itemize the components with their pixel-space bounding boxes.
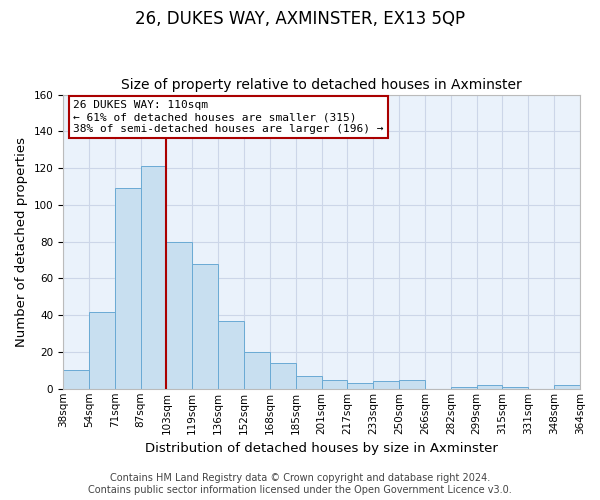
Bar bbox=[140, 166, 166, 389]
Bar bbox=[296, 376, 322, 389]
Bar bbox=[244, 352, 270, 389]
Y-axis label: Number of detached properties: Number of detached properties bbox=[15, 136, 28, 346]
Bar bbox=[373, 382, 399, 389]
X-axis label: Distribution of detached houses by size in Axminster: Distribution of detached houses by size … bbox=[145, 442, 498, 455]
Text: 26 DUKES WAY: 110sqm
← 61% of detached houses are smaller (315)
38% of semi-deta: 26 DUKES WAY: 110sqm ← 61% of detached h… bbox=[73, 100, 384, 134]
Bar bbox=[63, 370, 89, 389]
Bar bbox=[89, 312, 115, 389]
Text: Contains HM Land Registry data © Crown copyright and database right 2024.
Contai: Contains HM Land Registry data © Crown c… bbox=[88, 474, 512, 495]
Bar bbox=[322, 380, 347, 389]
Bar bbox=[218, 320, 244, 389]
Bar bbox=[502, 387, 529, 389]
Bar bbox=[476, 385, 502, 389]
Title: Size of property relative to detached houses in Axminster: Size of property relative to detached ho… bbox=[121, 78, 522, 92]
Bar bbox=[166, 242, 192, 389]
Bar bbox=[399, 380, 425, 389]
Text: 26, DUKES WAY, AXMINSTER, EX13 5QP: 26, DUKES WAY, AXMINSTER, EX13 5QP bbox=[135, 10, 465, 28]
Bar bbox=[192, 264, 218, 389]
Bar bbox=[115, 188, 140, 389]
Bar bbox=[451, 387, 476, 389]
Bar bbox=[554, 385, 580, 389]
Bar bbox=[270, 363, 296, 389]
Bar bbox=[347, 383, 373, 389]
